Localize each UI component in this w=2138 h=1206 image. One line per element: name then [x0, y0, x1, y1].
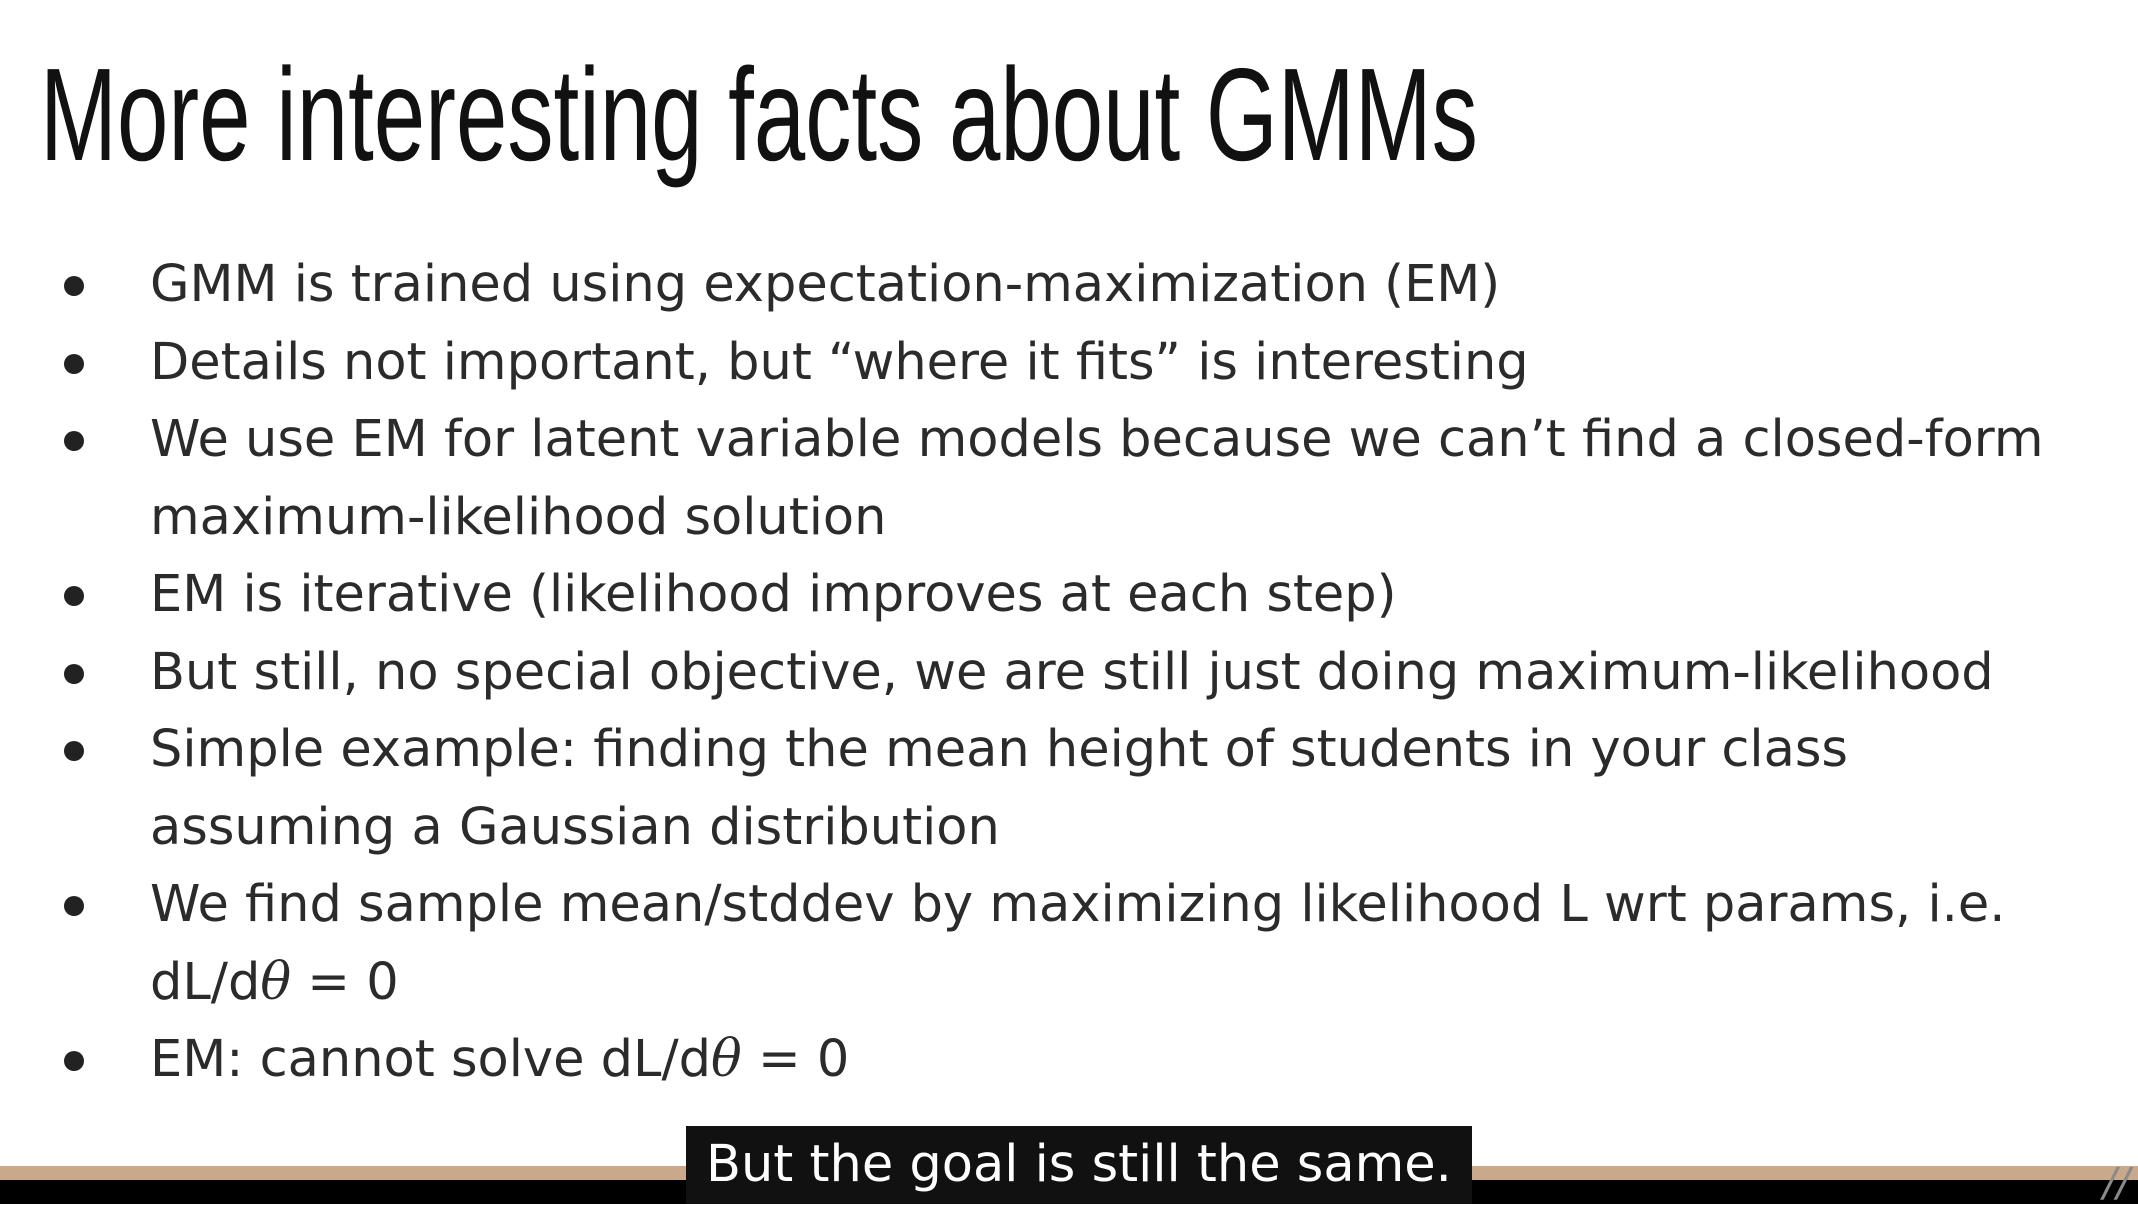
bullet-text: EM is iterative (likelihood improves at … [150, 565, 1397, 624]
equation-prefix: EM: cannot solve dL/d [150, 1030, 712, 1089]
equation-suffix: = 0 [291, 952, 399, 1012]
bullet-text: Simple example: finding the mean height … [150, 720, 1848, 779]
equation-suffix: = 0 [741, 1030, 850, 1089]
bullet-dot-icon [64, 431, 84, 451]
bullet-dot-icon [64, 1051, 84, 1071]
bullet-dot-icon [64, 741, 84, 761]
bullet-text-continued: dL/dθ = 0 [150, 944, 2120, 1022]
bullet-text: GMM is trained using expectation-maximiz… [150, 255, 1501, 314]
bullet-item: We find sample mean/stddev by maximizing… [0, 866, 2120, 1021]
bullet-dot-icon [64, 353, 84, 374]
bullet-text: But still, no special objective, we are … [150, 642, 1994, 702]
bullet-item: EM: cannot solve dL/dθ = 0 [0, 1021, 2120, 1099]
equation-prefix: dL/d [150, 952, 261, 1012]
bullet-dot-icon [64, 663, 84, 684]
bullet-text: EM: cannot solve dL/dθ = 0 [150, 1021, 2120, 1099]
video-subtitle: But the goal is still the same. [686, 1126, 1472, 1204]
bullet-item: We use EM for latent variable models bec… [0, 401, 2120, 556]
bullet-text: We use EM for latent variable models bec… [150, 410, 2044, 469]
bullet-dot-icon [64, 586, 84, 606]
bullet-item: But still, no special objective, we are … [0, 634, 2120, 712]
slide-corner-logo-icon: ∕∕ [2103, 1160, 2130, 1206]
slide-title: More interesting facts about GMMs [40, 41, 1478, 188]
bullet-item: Details not important, but “where it fit… [0, 324, 2120, 402]
bullet-text: We find sample mean/stddev by maximizing… [150, 875, 2006, 934]
bullet-text: Details not important, but “where it fit… [150, 332, 1529, 392]
bullet-dot-icon [64, 896, 84, 916]
theta-symbol: θ [260, 952, 292, 1012]
bullet-text-continued: maximum-likelihood solution [150, 487, 887, 547]
bullet-dot-icon [64, 276, 84, 296]
bullet-item: Simple example: finding the mean height … [0, 711, 2120, 866]
bullet-item: GMM is trained using expectation-maximiz… [0, 246, 2120, 324]
theta-symbol: θ [711, 1030, 742, 1089]
bullet-item: EM is iterative (likelihood improves at … [0, 556, 2120, 634]
bullet-list: GMM is trained using expectation-maximiz… [0, 246, 2120, 1099]
bullet-text-continued: assuming a Gaussian distribution [150, 797, 1000, 857]
